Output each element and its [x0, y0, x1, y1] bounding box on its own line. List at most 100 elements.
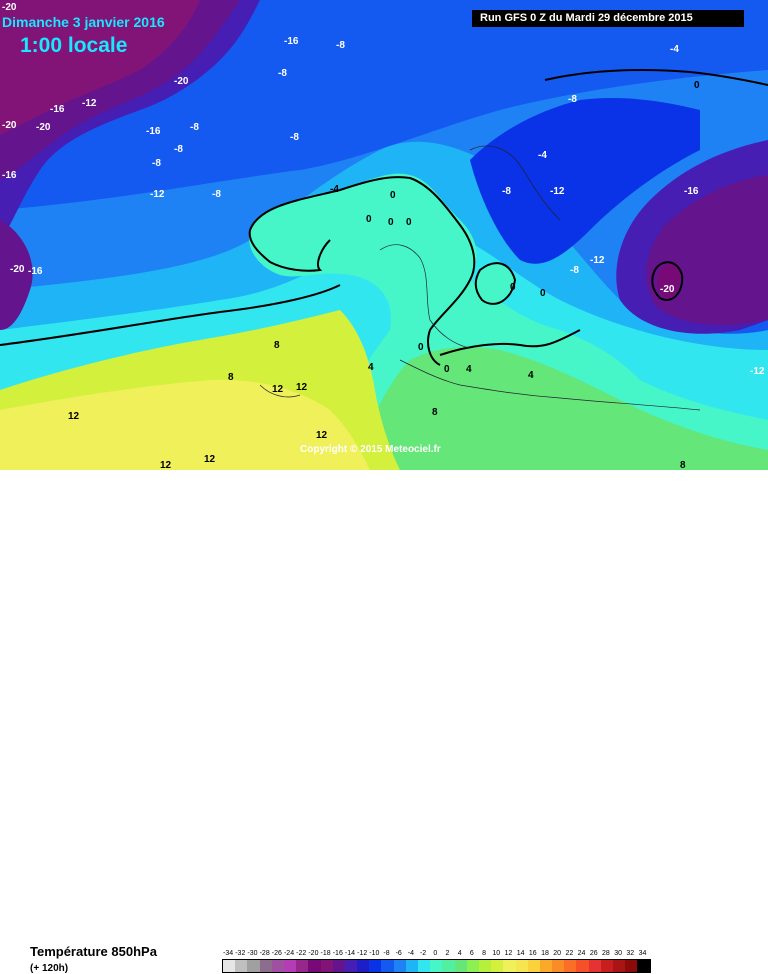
west-cold-pocket — [0, 220, 33, 330]
band-plus4 — [350, 347, 768, 470]
scale-swatch — [283, 960, 297, 972]
map-label: -16 — [50, 104, 65, 115]
scale-swatch — [478, 960, 492, 972]
scale-tick-label: -24 — [283, 950, 295, 957]
map-label: 0 — [418, 342, 424, 353]
map-canvas: -20 -16 -8 -8 -20 -16 -12 -20 -20 -16 -8… — [0, 0, 768, 470]
copyright-notice: Copyright © 2015 Meteociel.fr — [300, 444, 441, 455]
map-label: -12 — [590, 255, 605, 266]
scale-tick-label: 22 — [565, 950, 574, 957]
scale-tick-label: -4 — [407, 950, 415, 957]
map-label: -8 — [190, 122, 199, 133]
scale-tick-label: 18 — [541, 950, 549, 957]
map-label: -8 — [212, 189, 221, 200]
scale-tick-label: -34 — [223, 950, 234, 957]
scale-tick-label: -20 — [308, 950, 319, 957]
scale-tick-label: 4 — [457, 950, 462, 957]
map-label: 12 — [296, 382, 308, 393]
scale-tick-label: 10 — [492, 950, 501, 957]
scale-tick-label: -12 — [357, 950, 368, 957]
isotherm-minus4 — [0, 284, 341, 346]
temperature-map: -20 -16 -8 -8 -20 -16 -12 -20 -20 -16 -8… — [0, 0, 768, 470]
map-label: -16 — [2, 170, 17, 181]
map-label: -12 — [750, 366, 765, 377]
scale-tick-label: 24 — [577, 950, 586, 957]
scale-tick-label: 34 — [638, 950, 647, 957]
scale-swatch — [466, 960, 479, 972]
scale-tick-label: 2 — [445, 950, 450, 957]
scale-tick-label: 8 — [482, 950, 486, 957]
scale-swatch — [332, 960, 345, 972]
map-label: 0 — [406, 217, 412, 228]
scale-swatch — [271, 960, 284, 972]
scale-tick-label: 26 — [589, 950, 598, 957]
scale-tick-label: 20 — [553, 950, 562, 957]
map-label: -8 — [278, 68, 287, 79]
scale-tick-label: 16 — [528, 950, 537, 957]
map-label: -8 — [336, 40, 345, 51]
map-label: -12 — [150, 189, 165, 200]
east-cold-core — [657, 264, 681, 299]
color-scale-swatches — [222, 959, 651, 973]
scale-tick-label: -8 — [383, 950, 390, 957]
scale-swatch — [564, 960, 577, 972]
scale-tick-label: -26 — [271, 950, 282, 957]
map-label: 0 — [388, 217, 394, 228]
scale-swatch — [613, 960, 626, 972]
map-label: -8 — [568, 94, 577, 105]
scale-swatch — [320, 960, 333, 972]
scale-tick-label: -10 — [369, 950, 380, 957]
map-label: -12 — [82, 98, 97, 109]
forecast-offset: (+ 120h) — [30, 963, 69, 974]
scale-tick-label: 30 — [614, 950, 622, 957]
isotherm-zero-north — [544, 69, 768, 86]
color-scale: -34 -32 -30 -28 -26 -24 -22 -20 -18 -16 -14 -12 -10-… — [222, 948, 651, 973]
scale-swatch — [600, 960, 613, 972]
map-label: -20 — [174, 76, 189, 87]
scale-swatch — [552, 960, 565, 972]
map-label: -16 — [284, 36, 299, 47]
scale-swatch — [625, 960, 638, 972]
scale-swatch — [454, 960, 467, 972]
scale-swatch — [491, 960, 504, 972]
scale-swatch — [259, 960, 272, 972]
scale-tick-label: 28 — [602, 950, 610, 957]
map-label: -4 — [330, 184, 339, 195]
forecast-time: 1:00 locale — [20, 34, 128, 57]
scale-swatch — [381, 960, 394, 972]
scale-tick-label: 6 — [469, 950, 474, 957]
map-label: 12 — [204, 454, 216, 465]
legend-bar: Température 850hPa (+ 120h) -34 -32 -30 -28… — [0, 470, 768, 974]
map-label: -8 — [570, 265, 579, 276]
arctic-cold-3 — [0, 0, 200, 135]
scale-swatch — [223, 960, 236, 972]
map-label: -20 — [2, 120, 17, 131]
scale-tick-label: -30 — [247, 950, 258, 957]
map-label: -4 — [670, 44, 679, 55]
scale-swatch — [527, 960, 540, 972]
scale-tick-label: -28 — [259, 950, 270, 957]
map-label: -12 — [550, 186, 565, 197]
scale-tick-label: 12 — [504, 950, 513, 957]
scale-tick-label: 0 — [433, 950, 438, 957]
model-run-banner: Run GFS 0 Z du Mardi 29 décembre 2015 — [472, 10, 744, 27]
isotherm-zero-south — [439, 329, 581, 356]
scale-swatch — [539, 960, 553, 972]
scale-swatch — [637, 960, 650, 972]
color-scale-ticks: -34 -32 -30 -28 -26 -24 -22 -20 -18 -16 -14 -12 -10-… — [222, 948, 651, 959]
coastline-2 — [469, 145, 561, 221]
map-label: 0 — [366, 214, 372, 225]
map-label: 4 — [466, 364, 472, 375]
scale-tick-label: 14 — [516, 950, 525, 957]
map-label: 12 — [272, 384, 284, 395]
map-label: 12 — [68, 411, 80, 422]
parameter-title: Température 850hPa — [30, 944, 157, 959]
map-label: -8 — [502, 186, 511, 197]
scale-tick-label: 32 — [626, 950, 635, 957]
map-label: -20 — [10, 264, 25, 275]
map-label: 8 — [432, 407, 438, 418]
map-label: 4 — [368, 362, 374, 373]
scandinavia-cold — [470, 98, 700, 264]
map-label: -20 — [36, 122, 51, 133]
scale-tick-label: -18 — [320, 950, 331, 957]
